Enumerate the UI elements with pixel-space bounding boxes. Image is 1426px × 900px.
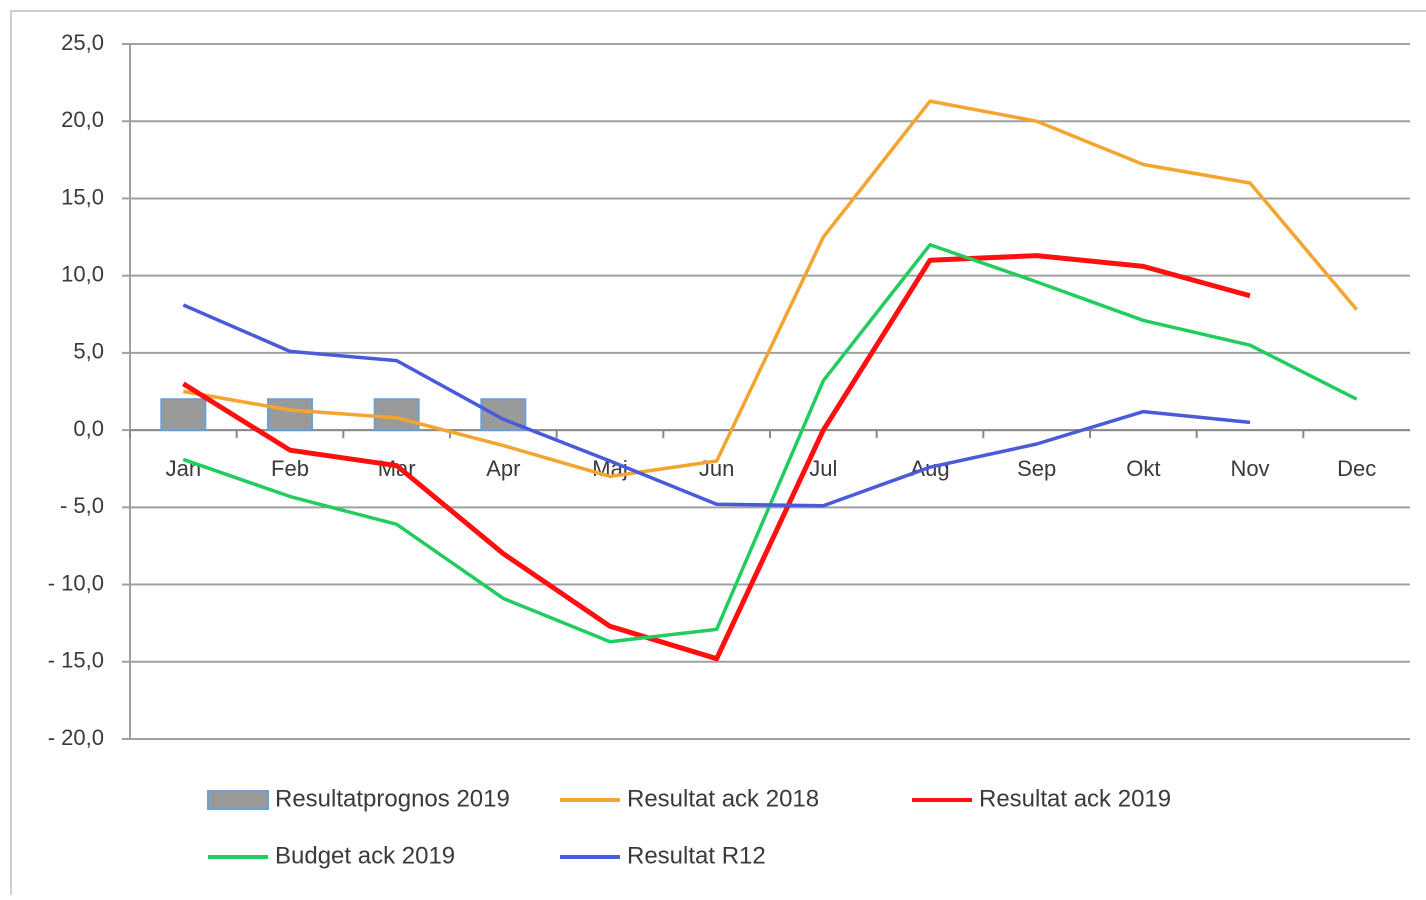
- x-tick-label: Jul: [809, 456, 837, 481]
- legend-swatch: [207, 790, 269, 810]
- y-tick-label: 25,0: [61, 30, 104, 55]
- y-tick-label: 15,0: [61, 184, 104, 209]
- legend-label: Resultatprognos 2019: [275, 785, 510, 812]
- bar: [373, 398, 420, 432]
- x-tick-label: Sep: [1017, 456, 1056, 481]
- x-tick-label: Apr: [486, 456, 520, 481]
- y-tick-label: - 5,0: [60, 493, 104, 518]
- line: [183, 99, 1359, 479]
- y-tick-label: - 15,0: [48, 648, 104, 673]
- y-tick-label: 20,0: [61, 107, 104, 132]
- x-tick-label: Dec: [1337, 456, 1376, 481]
- legend-label: Resultat ack 2018: [627, 785, 819, 812]
- line: [182, 303, 1251, 508]
- frame: [10, 10, 1426, 900]
- y-tick-label: 5,0: [73, 339, 104, 364]
- y-tick-label: - 20,0: [48, 725, 104, 750]
- x-tick-label: Nov: [1230, 456, 1269, 481]
- legend-label: Resultat ack 2019: [979, 785, 1171, 812]
- y-tick-label: 10,0: [61, 261, 104, 286]
- legend-label: Resultat R12: [627, 842, 766, 869]
- bar: [267, 398, 313, 432]
- y-tick-label: 0,0: [73, 416, 104, 441]
- line: [182, 243, 1358, 644]
- y-tick-label: - 10,0: [48, 570, 104, 595]
- x-tick-label: Feb: [271, 456, 309, 481]
- bar: [160, 398, 207, 432]
- line: [182, 253, 1251, 662]
- x-tick-label: Okt: [1126, 456, 1160, 481]
- legend-label: Budget ack 2019: [275, 842, 455, 869]
